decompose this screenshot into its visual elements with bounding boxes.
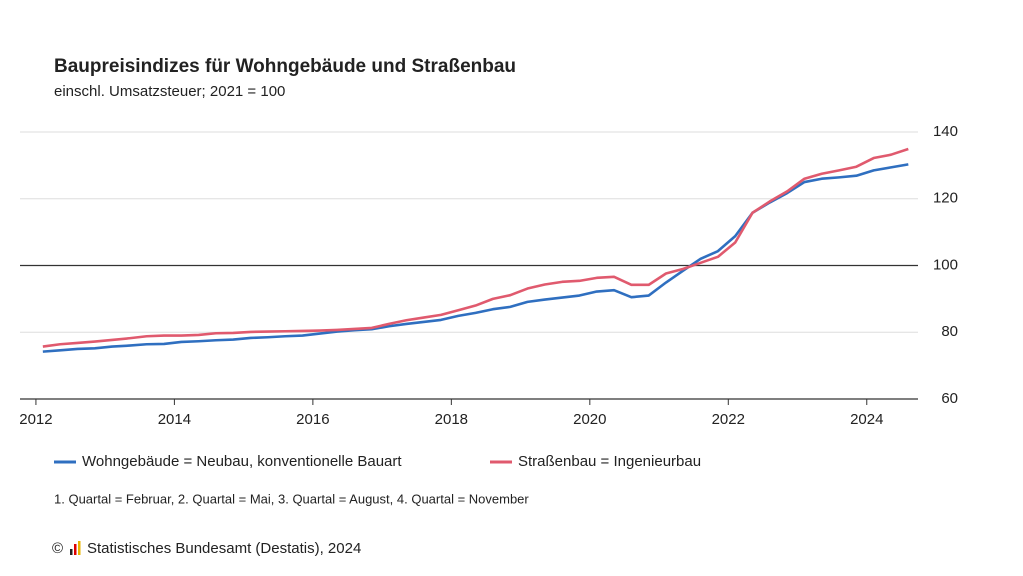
logo	[70, 541, 81, 555]
y-tick-label: 140	[933, 123, 958, 140]
x-tick-label: 2018	[435, 411, 468, 428]
x-tick-label: 2022	[712, 411, 745, 428]
chart-title: Baupreisindizes für Wohngebäude und Stra…	[54, 56, 516, 77]
source: Statistisches Bundesamt (Destatis), 2024	[87, 540, 361, 557]
x-tick-label: 2016	[296, 411, 329, 428]
x-tick-label: 2012	[19, 411, 52, 428]
chart-subtitle: einschl. Umsatzsteuer; 2021 = 100	[54, 83, 285, 100]
legend-label: Wohngebäude = Neubau, konventionelle Bau…	[82, 453, 402, 470]
series-line	[42, 163, 909, 353]
y-tick-label: 60	[941, 390, 958, 407]
y-tick-label: 120	[933, 190, 958, 207]
y-tick-label: 100	[933, 256, 958, 273]
x-tick-label: 2020	[573, 411, 606, 428]
copyright: ©	[52, 540, 63, 557]
x-tick-label: 2014	[158, 411, 191, 428]
series-line	[42, 147, 909, 348]
footnote: 1. Quartal = Februar, 2. Quartal = Mai, …	[54, 491, 529, 506]
y-tick-label: 80	[941, 323, 958, 340]
legend-label: Straßenbau = Ingenieurbau	[518, 453, 701, 470]
x-tick-label: 2024	[850, 411, 883, 428]
